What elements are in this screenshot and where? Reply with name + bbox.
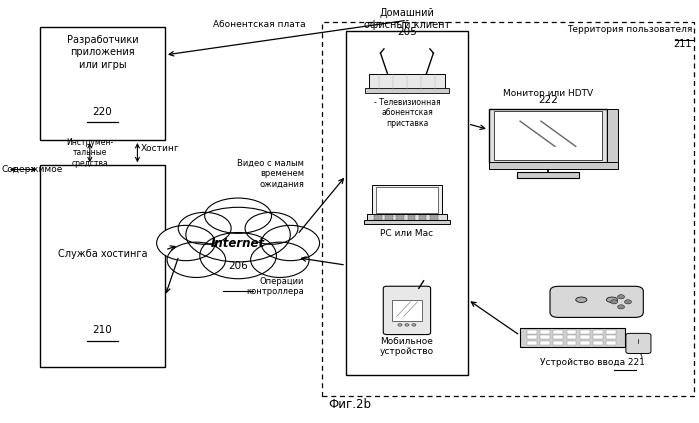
Text: - Телевизионная
абонентская
приставка: - Телевизионная абонентская приставка xyxy=(374,98,440,128)
Bar xyxy=(375,187,438,213)
FancyBboxPatch shape xyxy=(626,333,651,354)
Bar xyxy=(419,215,426,217)
Bar xyxy=(396,218,404,220)
Bar xyxy=(554,335,563,339)
Text: Мобильное
устройство: Мобильное устройство xyxy=(380,337,434,356)
Ellipse shape xyxy=(205,198,271,233)
Bar xyxy=(385,215,393,217)
Bar xyxy=(489,162,617,170)
Ellipse shape xyxy=(621,302,639,314)
Text: Операции
контроллера: Операции контроллера xyxy=(247,277,304,296)
Text: Монитор или HDTV: Монитор или HDTV xyxy=(503,89,593,98)
Text: 222: 222 xyxy=(538,95,558,105)
Bar xyxy=(363,220,450,225)
Text: Абонентская плата: Абонентская плата xyxy=(212,20,305,29)
Bar xyxy=(607,335,616,339)
Bar xyxy=(392,299,421,321)
Bar xyxy=(430,215,438,217)
Ellipse shape xyxy=(157,225,215,261)
Bar xyxy=(489,109,607,163)
Circle shape xyxy=(624,300,631,304)
Bar xyxy=(567,330,577,334)
Bar xyxy=(322,22,694,396)
Text: Internet: Internet xyxy=(211,236,265,250)
Text: РС или Mac: РС или Mac xyxy=(380,229,433,238)
Bar xyxy=(593,335,603,339)
Text: Фиг.2b: Фиг.2b xyxy=(328,398,371,411)
Ellipse shape xyxy=(607,297,617,302)
Ellipse shape xyxy=(167,242,226,277)
Text: Территория пользователя: Территория пользователя xyxy=(567,25,692,33)
Bar xyxy=(580,341,590,345)
Ellipse shape xyxy=(186,207,290,262)
Text: Инструмен-
тальные
средства: Инструмен- тальные средства xyxy=(66,138,113,168)
Bar xyxy=(540,341,550,345)
Bar xyxy=(40,27,165,140)
Circle shape xyxy=(611,300,617,304)
Bar xyxy=(554,341,563,345)
FancyBboxPatch shape xyxy=(550,286,643,317)
Bar xyxy=(517,172,579,178)
Bar xyxy=(580,330,590,334)
Circle shape xyxy=(617,295,624,299)
Bar xyxy=(372,184,442,215)
Bar xyxy=(593,330,603,334)
Bar xyxy=(368,74,445,90)
Ellipse shape xyxy=(245,212,298,244)
Bar xyxy=(527,335,537,339)
Text: 210: 210 xyxy=(92,325,113,335)
Text: Разработчики
приложения
или игры: Разработчики приложения или игры xyxy=(66,35,138,70)
Ellipse shape xyxy=(554,302,572,314)
Bar xyxy=(520,328,624,347)
Text: Служба хостинга: Служба хостинга xyxy=(57,249,147,258)
FancyBboxPatch shape xyxy=(383,286,431,335)
Circle shape xyxy=(617,305,624,309)
Bar xyxy=(365,88,449,93)
Bar xyxy=(396,215,404,217)
Bar xyxy=(527,330,537,334)
Bar xyxy=(346,31,468,375)
Bar xyxy=(527,341,537,345)
Ellipse shape xyxy=(398,324,402,326)
Bar xyxy=(408,215,415,217)
Bar xyxy=(430,218,438,220)
Text: 221: 221 xyxy=(624,358,644,367)
Text: Домашний
офисный клиент: Домашний офисный клиент xyxy=(363,8,450,30)
Bar xyxy=(567,341,577,345)
Ellipse shape xyxy=(200,233,276,279)
Bar xyxy=(607,341,616,345)
Bar xyxy=(554,330,563,334)
Text: Устройство ввода: Устройство ввода xyxy=(540,358,626,367)
Bar xyxy=(540,330,550,334)
Ellipse shape xyxy=(412,324,416,326)
Bar xyxy=(607,330,616,334)
Text: 205: 205 xyxy=(397,27,417,37)
Text: Содержимое: Содержимое xyxy=(1,165,63,174)
Ellipse shape xyxy=(251,242,309,277)
Ellipse shape xyxy=(576,297,587,302)
Bar xyxy=(567,335,577,339)
Bar xyxy=(408,218,415,220)
Text: Видео с малым
временем
ожидания: Видео с малым временем ожидания xyxy=(238,159,304,189)
Bar xyxy=(580,335,590,339)
Bar xyxy=(385,218,393,220)
Bar xyxy=(593,341,603,345)
Ellipse shape xyxy=(405,324,409,326)
Bar xyxy=(366,214,447,221)
Text: 206: 206 xyxy=(229,261,248,271)
Bar xyxy=(419,218,426,220)
Bar xyxy=(540,335,550,339)
Bar xyxy=(607,109,617,163)
Ellipse shape xyxy=(261,225,319,261)
Text: 220: 220 xyxy=(92,107,113,117)
Ellipse shape xyxy=(178,212,231,244)
Bar xyxy=(40,165,165,367)
Bar xyxy=(374,215,382,217)
Text: 211: 211 xyxy=(674,39,692,49)
Bar xyxy=(493,112,603,160)
Bar xyxy=(374,218,382,220)
Text: Хостинг: Хостинг xyxy=(141,144,180,153)
